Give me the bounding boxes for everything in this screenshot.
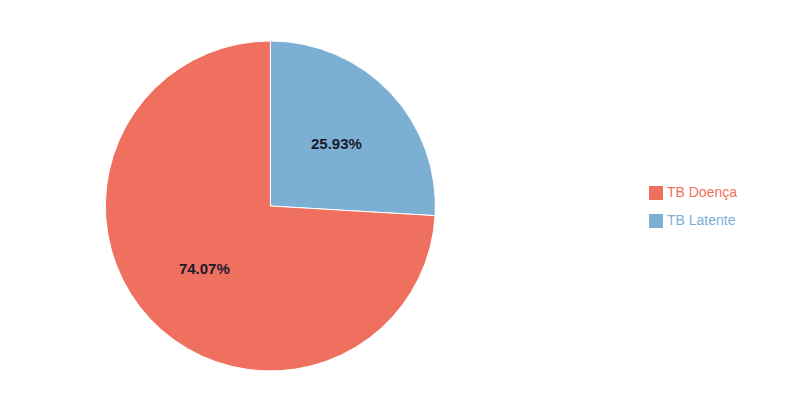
svg-text:25.93%: 25.93% <box>311 135 362 152</box>
svg-text:74.07%: 74.07% <box>179 260 230 277</box>
html-text:TB Latente: TB Latente <box>667 212 736 228</box>
html-text:TB Doença: TB Doença <box>667 184 737 200</box>
